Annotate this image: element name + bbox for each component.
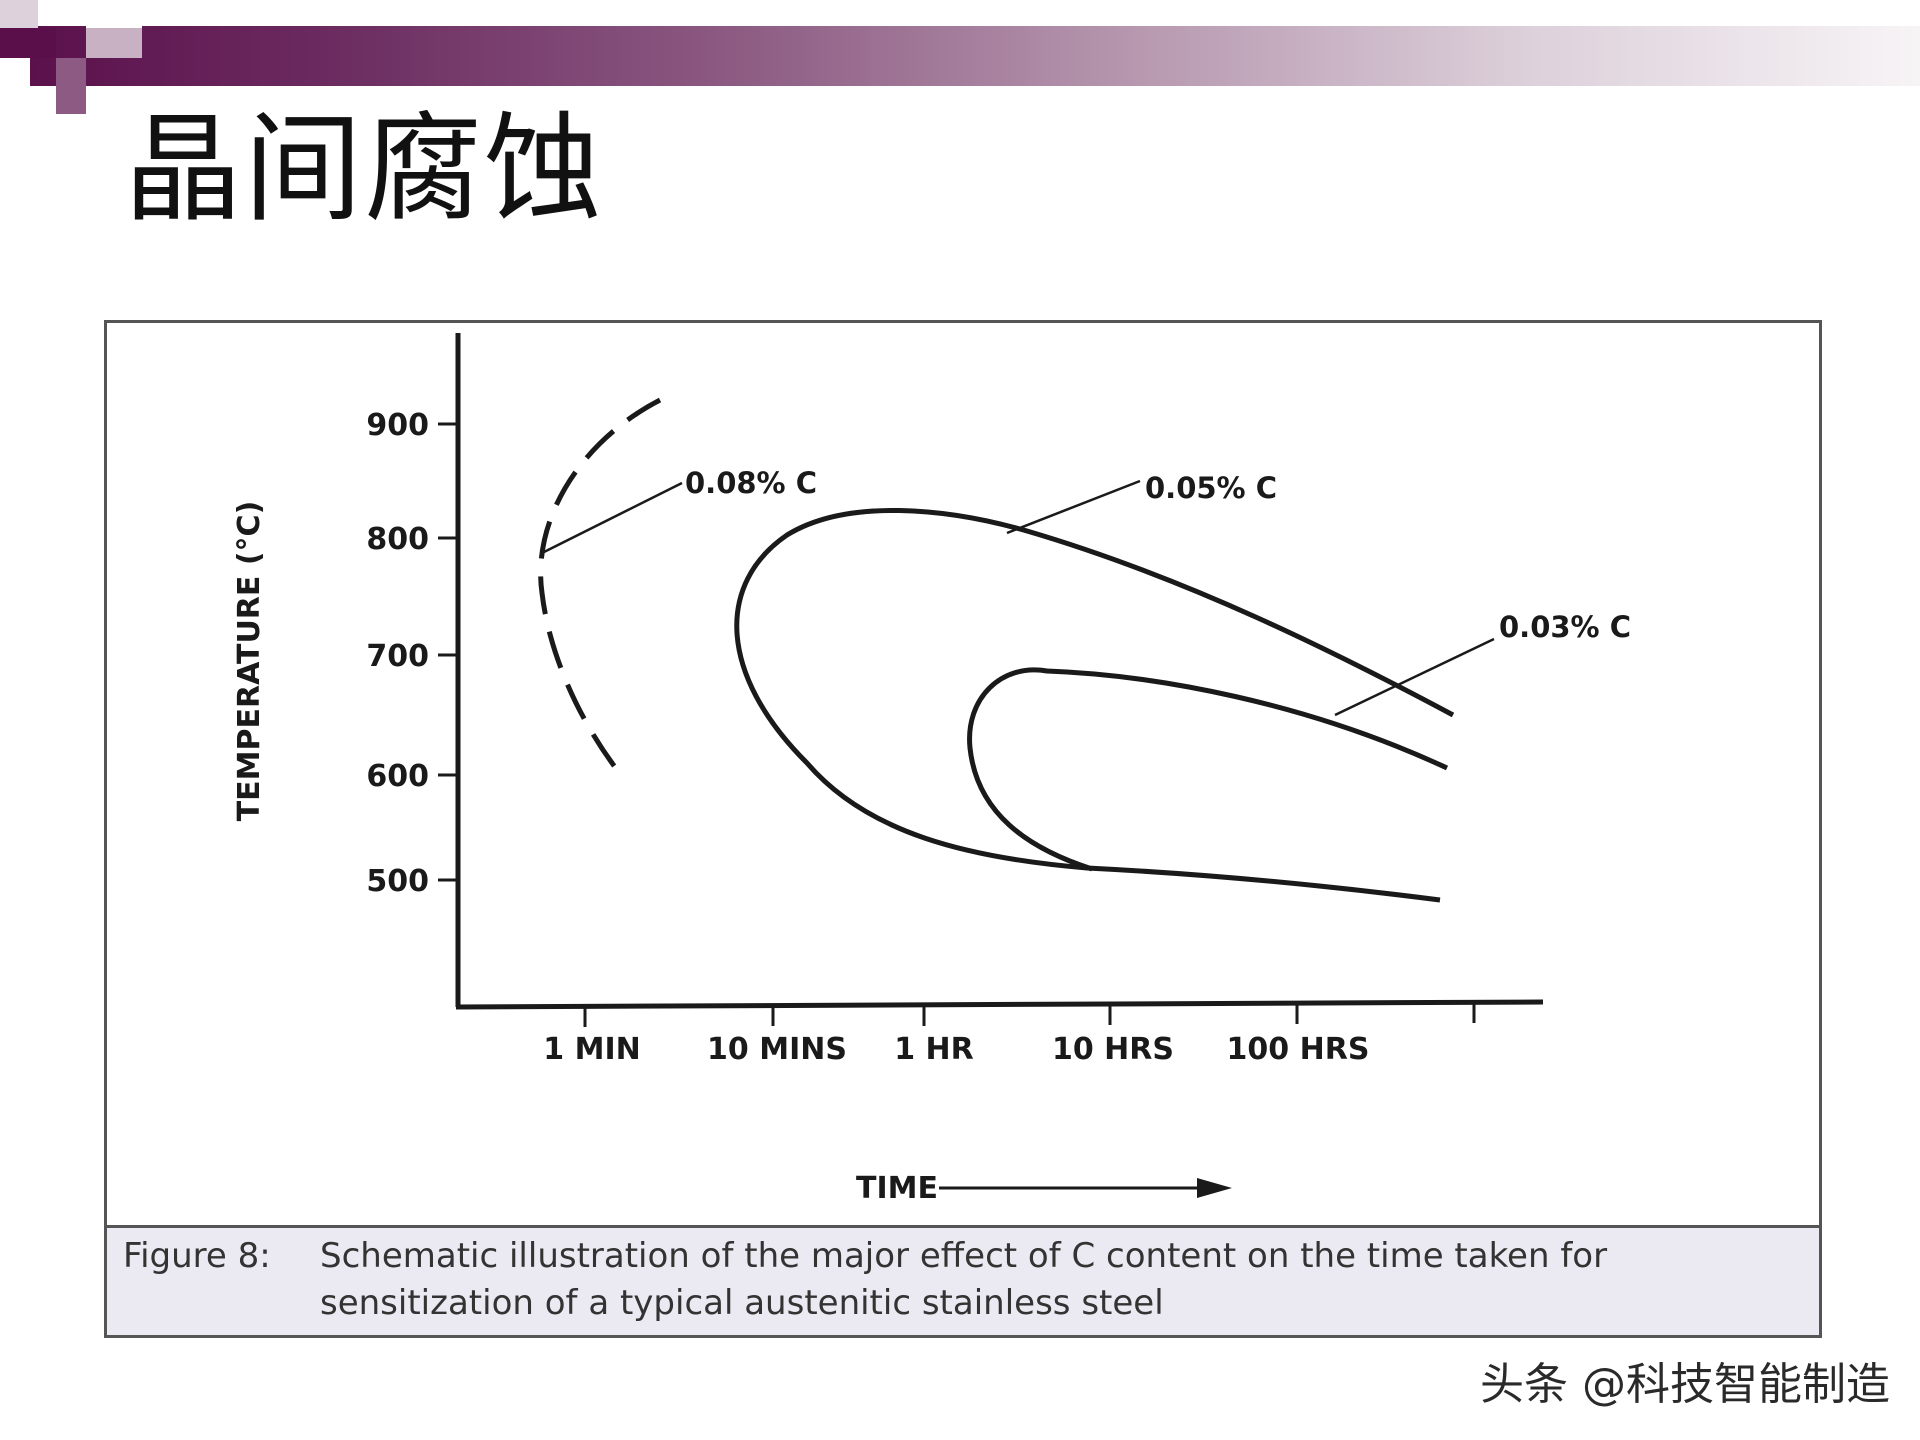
x-axis-label: TIME [856,1171,938,1206]
caption-text-line: sensitization of a typical austenitic st… [320,1283,1164,1323]
series-curve-0-08 [538,397,662,782]
x-tick-label: 10 MINS [707,1032,847,1067]
y-tick-label: 900 [366,408,429,443]
x-tick-label: 100 HRS [1227,1032,1370,1067]
y-tick-label: 600 [366,759,429,794]
decorative-square [0,58,30,114]
y-axis-label: TEMPERATURE (°C) [232,501,267,822]
decorative-square [0,0,38,28]
x-tick-label: 10 HRS [1052,1032,1174,1067]
x-axis-ticks: 1 MIN 10 MINS 1 HR 10 HRS 100 HRS [543,1002,1476,1067]
decorative-square [86,28,142,58]
x-tick-label: 1 HR [894,1032,974,1067]
y-axis-ticks: 900 800 700 600 500 [366,408,459,899]
figure-frame: 900 800 700 600 500 TEMPERATURE (°C) 1 M… [104,320,1822,1338]
series-curve-0-05 [734,508,1455,903]
series-curve-0-03 [967,667,1449,872]
caption-text-line: Schematic illustration of the major effe… [320,1236,1608,1276]
x-axis-line [455,999,1544,1010]
caption-label: Figure 8: [123,1236,271,1276]
decorative-square [86,0,142,28]
time-arrow-head [1197,1178,1232,1198]
annotation-leader [541,481,683,555]
slide-title: 晶间腐蚀 [124,100,605,238]
y-tick-label: 700 [366,639,429,674]
x-tick-label: 1 MIN [543,1032,640,1067]
watermark: 头条 @科技智能制造 [1480,1359,1890,1410]
header-gradient-band [0,26,1920,86]
series-label-0-03: 0.03% C [1499,610,1631,644]
decorative-square [56,58,86,114]
series-label-0-05: 0.05% C [1145,471,1277,505]
sensitization-chart: 900 800 700 600 500 TEMPERATURE (°C) 1 M… [232,333,1631,1206]
y-tick-label: 800 [366,522,429,557]
annotation-leader [1006,479,1141,535]
annotation-leader [1334,637,1495,717]
decorative-square [0,28,56,58]
figure-caption: Figure 8: Schematic illustration of the … [107,1225,1819,1335]
y-tick-label: 500 [366,864,429,899]
series-label-0-08: 0.08% C [685,466,817,500]
